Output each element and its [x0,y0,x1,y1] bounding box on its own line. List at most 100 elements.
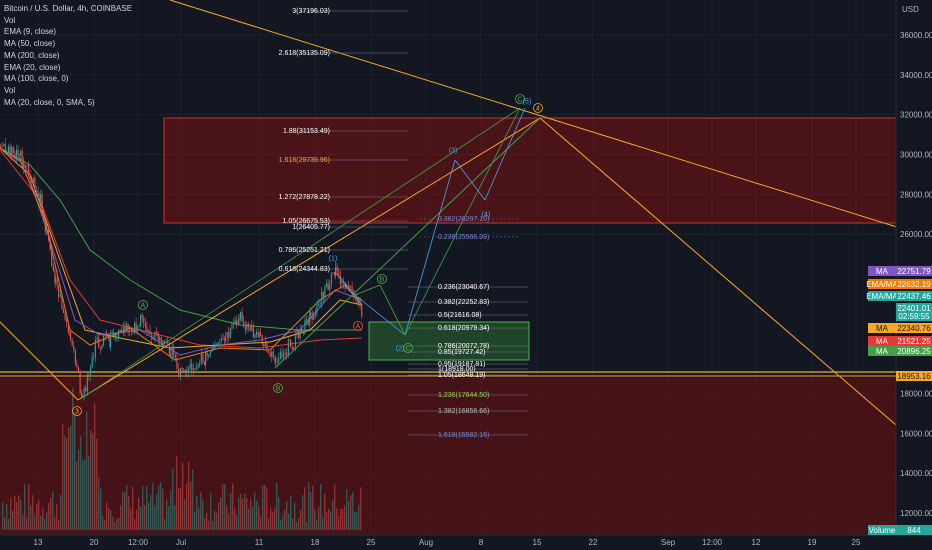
volume-bar [286,501,288,530]
candle-body [76,363,78,368]
candle-body [176,357,178,369]
blue-wave-3 [404,159,456,336]
volume-bar [176,456,178,530]
time-axis[interactable]: 13 20 12:00 Jul 11 18 25 Aug 8 15 22 Sep 12:00 12 19 25 [0,534,932,547]
volume-bar [218,502,220,530]
candle-body [178,368,180,375]
volume-bar [106,502,108,530]
volume-bar [238,497,240,530]
volume-bar [162,488,164,530]
candle-body [26,164,28,166]
volume-bar [168,506,170,530]
volume-bar [220,496,222,530]
candle-body [226,332,228,338]
time-tick-label: 11 [255,538,264,547]
volume-tag-text: Volume [869,526,896,535]
candle-body [154,331,156,340]
candle-body [43,215,45,222]
volume-bar [100,488,102,530]
price-badge-value: 21521.25 [897,337,931,346]
candle-body [1,145,3,147]
volume-bar [190,481,192,530]
candle-body [21,151,23,161]
volume-bar [342,508,344,530]
volume-bar [24,484,26,530]
volume-bar [10,498,12,530]
volume-bar [96,438,98,530]
badge-tag-text: MA [876,324,889,333]
candle-body [69,331,71,334]
volume-bar [230,493,232,530]
candle-body [95,339,97,341]
volume-bar [280,519,282,530]
candle-body [326,283,328,287]
candle-body [83,387,85,395]
candle-body [344,282,346,289]
indicator-vol-ma[interactable]: MA (20, close, 0, SMA, 5) [4,97,95,107]
candle-body [330,272,332,286]
indicator-vol[interactable]: Vol [4,15,16,25]
wave-circle [533,103,543,113]
indicator-vol-2[interactable]: Vol [4,85,16,95]
indicator-ma50[interactable]: MA (50, close) [4,39,56,49]
candle-body [316,305,318,314]
volume-bar [254,492,256,530]
volume-bar [306,521,308,530]
support-zone [0,378,896,535]
candle-body [296,330,298,336]
volume-bar [264,485,266,530]
volume-bar [70,425,72,530]
green-impulse-2 [404,107,521,336]
candle-body [266,341,268,352]
candle-body [111,332,113,334]
time-tick-label: 12:00 [702,538,723,547]
candle-body [79,371,81,394]
candle-body [143,318,145,323]
wave-circle [377,274,387,284]
wave-label: (2) [396,346,405,353]
volume-bar [356,511,358,530]
volume-bar [180,488,182,530]
volume-bar [336,507,338,530]
symbol-title[interactable]: Bitcoin / U.S. Dollar, 4h, COINBASE [4,4,133,13]
volume-bar [54,516,56,530]
indicator-ma200[interactable]: MA (200, close) [4,50,60,60]
candle-body [66,319,68,323]
price-tick-label: 16000.00 [900,429,932,438]
volume-bar [234,507,236,530]
indicator-ema20[interactable]: EMA (20, close) [4,62,61,72]
volume-bar [312,485,314,530]
candle-body [221,338,223,341]
candle-body [149,330,151,335]
candle-body [243,321,245,327]
volume-bar [360,487,362,530]
indicator-ma100[interactable]: MA (100, close, 0) [4,74,69,84]
indicator-ema9[interactable]: EMA (9, close) [4,27,57,37]
candle-body [36,190,38,193]
price-badge-countdown: 02:59:55 [898,312,930,321]
badge-tag-text: MA [876,347,889,356]
fib-label-blue: 0.236(25566.09) [438,234,489,241]
candle-body [219,340,221,342]
volume-bar [196,495,198,530]
volume-bar [50,497,52,530]
blue-b [354,294,406,336]
candle-body [202,353,204,364]
volume-bar [16,502,18,530]
volume-bar [98,477,100,530]
candle-body [188,368,190,373]
price-tick-label: 28000.00 [900,190,932,199]
candle-body [189,363,191,369]
candle-body [40,194,42,203]
candle-body [274,357,276,359]
volume-bar [232,483,234,530]
wave-label: B [380,277,385,284]
wave-label: C [405,346,410,353]
price-badge [896,323,932,333]
candle-body [14,153,16,159]
candle-body [249,326,251,331]
badge-tag [868,291,896,301]
candle-body [138,325,140,327]
wave-circle [353,321,363,331]
